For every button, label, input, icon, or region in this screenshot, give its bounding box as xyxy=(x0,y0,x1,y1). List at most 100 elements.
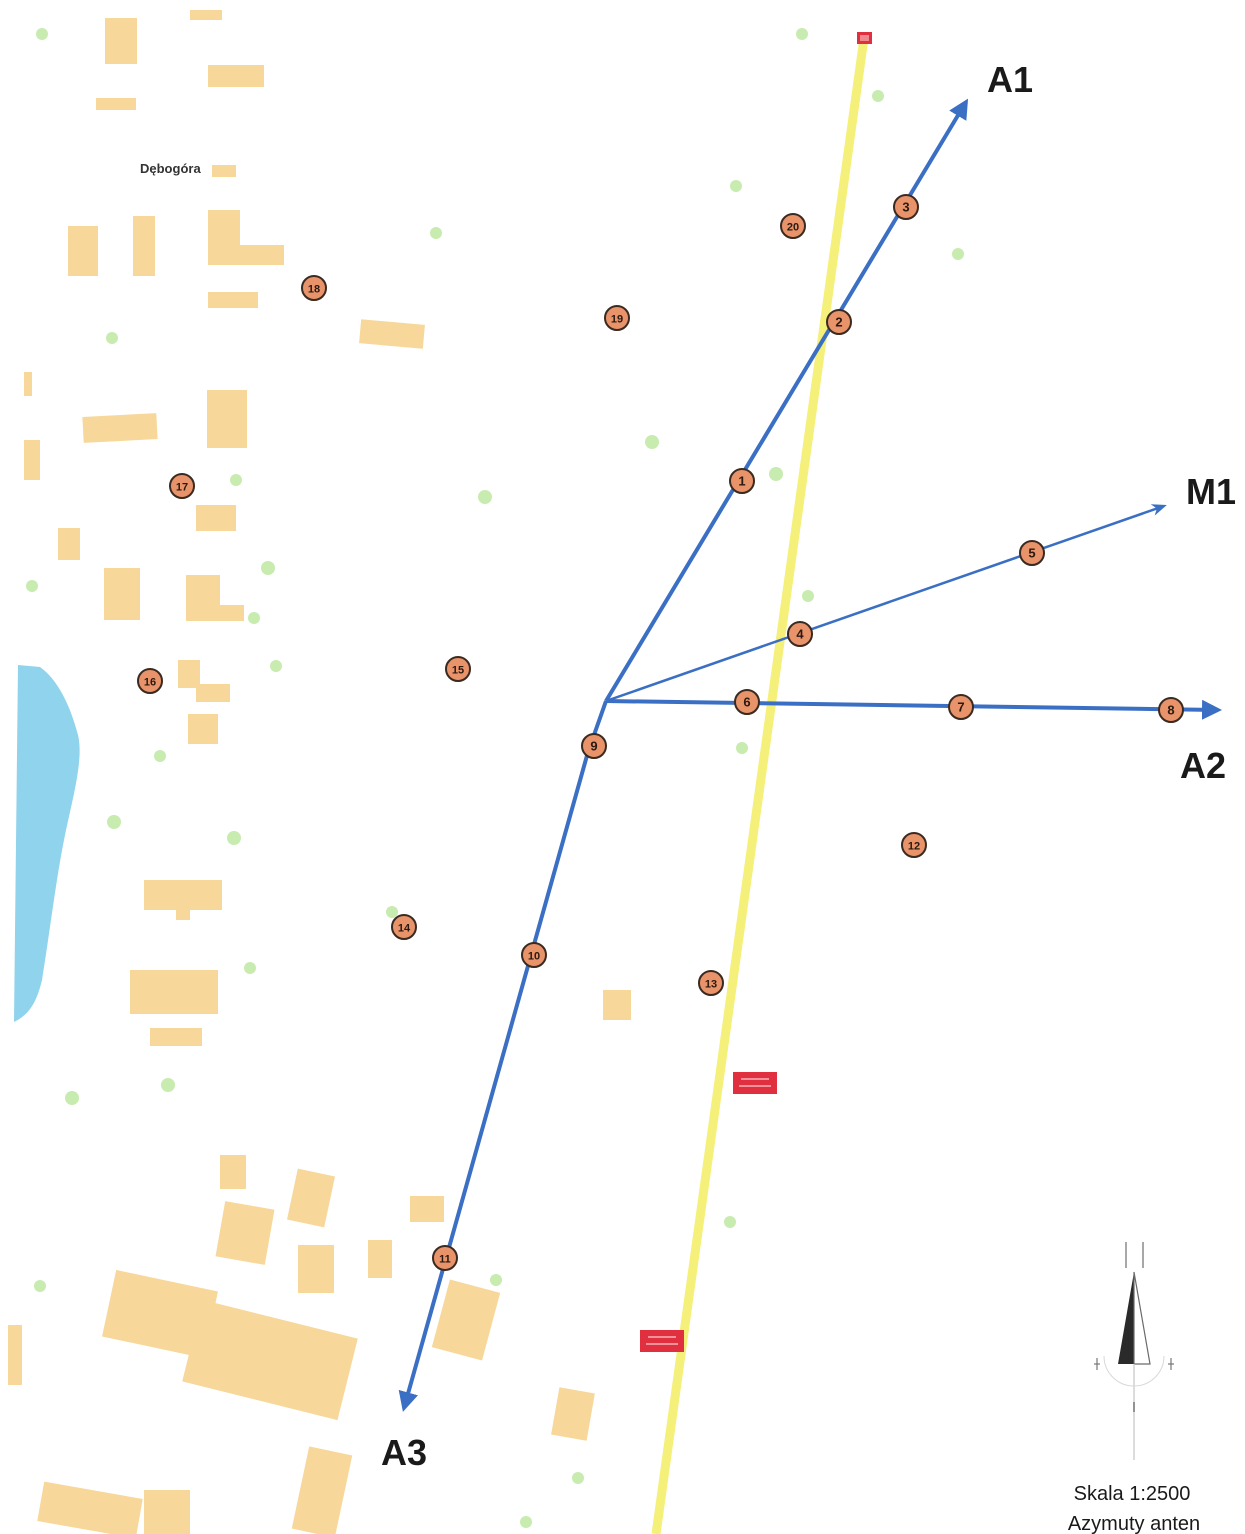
building xyxy=(208,292,258,308)
marker-number: 3 xyxy=(902,200,909,215)
marker-circle xyxy=(581,733,607,759)
marker-number: 20 xyxy=(787,222,799,234)
building xyxy=(410,1196,444,1222)
marker-number: 18 xyxy=(308,284,320,296)
marker-circle xyxy=(1019,540,1045,566)
marker-number: 12 xyxy=(908,841,920,853)
building xyxy=(150,1028,202,1046)
tree xyxy=(645,435,659,449)
building xyxy=(8,1325,22,1385)
building xyxy=(105,18,137,64)
tree xyxy=(952,248,964,260)
buildings-layer xyxy=(8,10,631,1534)
building xyxy=(208,210,240,265)
marker-circle xyxy=(787,621,813,647)
tree xyxy=(736,742,748,754)
marker-circle xyxy=(893,194,919,220)
building xyxy=(190,10,222,20)
marker-number: 9 xyxy=(590,739,597,754)
building xyxy=(96,98,136,110)
building xyxy=(58,528,80,560)
measurement-point-9: 9 xyxy=(581,733,607,759)
marker-number: 14 xyxy=(398,923,411,935)
building xyxy=(603,990,631,1020)
measurement-point-8: 8 xyxy=(1158,697,1184,723)
measurement-point-10: 10 xyxy=(521,942,547,968)
scale-label: Skala 1:2500 xyxy=(1074,1483,1191,1505)
tree xyxy=(478,490,492,504)
marker-circle xyxy=(1158,697,1184,723)
measurement-point-20: 20 xyxy=(780,213,806,239)
marker-circle xyxy=(445,656,471,682)
measurement-point-5: 5 xyxy=(1019,540,1045,566)
measurement-point-3: 3 xyxy=(893,194,919,220)
building xyxy=(196,505,236,531)
building xyxy=(24,440,40,480)
tree xyxy=(34,1280,46,1292)
building xyxy=(238,245,284,265)
tree xyxy=(261,561,275,575)
marker-number: 6 xyxy=(743,695,750,710)
marker-number: 8 xyxy=(1167,703,1174,718)
marker-number: 1 xyxy=(738,474,745,489)
building xyxy=(130,970,218,1014)
marker-number: 7 xyxy=(957,700,964,715)
marker-circle xyxy=(604,305,630,331)
north-arrow-icon xyxy=(1094,1242,1174,1460)
building xyxy=(182,1299,358,1421)
marker-number: 19 xyxy=(611,314,623,326)
building xyxy=(196,684,230,702)
building xyxy=(220,1155,246,1189)
antenna-label-a2: A2 xyxy=(1180,745,1226,786)
marker-circle xyxy=(826,309,852,335)
building xyxy=(104,568,140,620)
building xyxy=(208,65,264,87)
marker-circle xyxy=(391,914,417,940)
tree xyxy=(244,962,256,974)
azimuth-line-a2 xyxy=(605,699,1222,720)
building xyxy=(133,216,155,276)
measurement-point-14: 14 xyxy=(391,914,417,940)
marker-circle xyxy=(901,832,927,858)
tree xyxy=(872,90,884,102)
building xyxy=(359,319,425,349)
measurement-point-17: 17 xyxy=(169,473,195,499)
building xyxy=(207,390,247,448)
marker-number: 15 xyxy=(452,665,464,677)
building xyxy=(431,1279,501,1361)
tree xyxy=(248,612,260,624)
building xyxy=(37,1481,143,1534)
marker-circle xyxy=(301,275,327,301)
measurement-point-19: 19 xyxy=(604,305,630,331)
tree xyxy=(227,831,241,845)
marker-circle xyxy=(169,473,195,499)
road-sign xyxy=(860,35,869,41)
tree xyxy=(490,1274,502,1286)
antenna-label-a1: A1 xyxy=(987,59,1033,100)
measurement-point-12: 12 xyxy=(901,832,927,858)
marker-circle xyxy=(432,1245,458,1271)
measurement-point-6: 6 xyxy=(734,689,760,715)
marker-circle xyxy=(734,689,760,715)
tree xyxy=(430,227,442,239)
tree xyxy=(106,332,118,344)
building xyxy=(82,413,158,443)
measurement-point-1: 1 xyxy=(729,468,755,494)
azimuth-line-m1 xyxy=(605,504,1167,703)
tree xyxy=(154,750,166,762)
marker-number: 11 xyxy=(439,1254,451,1266)
azimuth-line-a3 xyxy=(398,751,590,1412)
antenna-label-a3: A3 xyxy=(381,1432,427,1473)
tree xyxy=(270,660,282,672)
building xyxy=(24,372,32,396)
marker-number: 13 xyxy=(705,979,717,991)
tree xyxy=(65,1091,79,1105)
marker-number: 10 xyxy=(528,951,540,963)
building xyxy=(291,1446,353,1534)
tree xyxy=(802,590,814,602)
tree xyxy=(36,28,48,40)
measurement-point-2: 2 xyxy=(826,309,852,335)
road-sign xyxy=(733,1072,777,1094)
tree xyxy=(730,180,742,192)
